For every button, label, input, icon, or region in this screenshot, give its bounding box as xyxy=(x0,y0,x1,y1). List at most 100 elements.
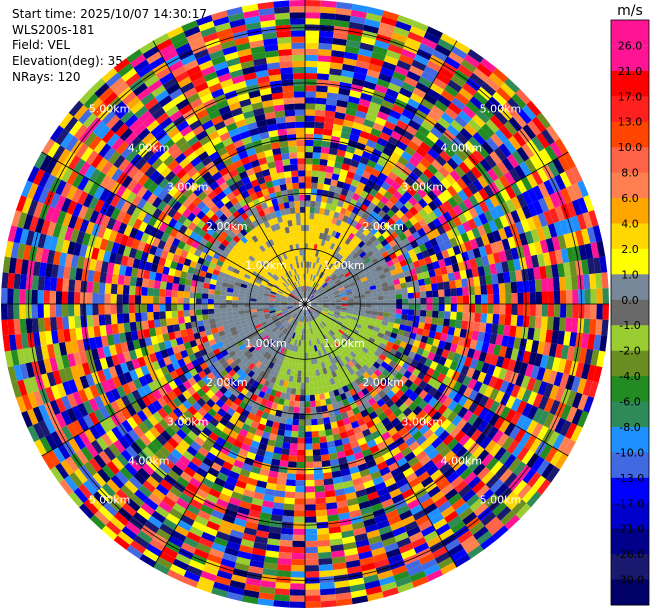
gate-cell xyxy=(408,206,419,216)
gate-cell xyxy=(197,509,211,521)
gate-cell xyxy=(333,224,340,232)
gate-cell xyxy=(446,471,460,484)
gate-cell xyxy=(67,353,76,367)
gate-cell xyxy=(323,305,330,307)
gate-cell xyxy=(337,226,344,234)
gate-cell xyxy=(340,468,351,477)
gate-cell xyxy=(79,350,88,364)
gate-cell xyxy=(283,321,289,327)
gate-cell xyxy=(463,123,477,137)
gate-cell xyxy=(95,157,109,172)
gate-cell xyxy=(459,269,468,280)
gate-cell xyxy=(234,562,250,572)
gate-cell xyxy=(166,235,175,245)
gate-cell xyxy=(349,351,357,359)
gate-cell xyxy=(241,462,253,472)
gate-cell xyxy=(13,226,24,244)
gate-cell xyxy=(440,365,450,376)
gate-cell xyxy=(338,512,351,521)
gate-cell xyxy=(521,205,532,219)
gate-cell xyxy=(310,262,314,269)
gate-cell xyxy=(338,425,347,434)
gate-cell xyxy=(420,335,429,344)
gate-cell xyxy=(471,369,481,381)
gate-cell xyxy=(546,466,560,483)
gate-cell xyxy=(530,228,540,243)
gate-cell xyxy=(320,280,326,286)
gate-cell xyxy=(345,559,361,569)
gate-cell xyxy=(120,395,132,408)
gate-cell xyxy=(396,504,410,516)
gate-cell xyxy=(346,383,354,391)
gate-cell xyxy=(335,280,342,286)
gate-cell xyxy=(291,424,299,432)
gate-cell xyxy=(205,329,213,336)
gate-cell xyxy=(479,436,492,450)
gate-cell xyxy=(524,158,537,174)
gate-cell xyxy=(499,380,510,393)
gate-cell xyxy=(307,273,310,280)
gate-cell xyxy=(246,477,258,487)
gate-cell xyxy=(270,290,277,295)
gate-cell xyxy=(152,389,163,400)
gate-cell xyxy=(319,314,325,320)
gate-cell xyxy=(124,331,133,342)
gate-cell xyxy=(267,532,281,540)
gate-cell xyxy=(439,150,452,163)
gate-cell xyxy=(287,300,294,303)
gate-cell xyxy=(348,415,357,424)
gate-cell xyxy=(499,304,506,315)
gate-cell xyxy=(413,395,424,406)
gate-cell xyxy=(354,237,362,246)
gate-cell xyxy=(309,219,314,226)
gate-cell xyxy=(313,461,323,468)
gate-cell xyxy=(131,182,143,195)
gate-cell xyxy=(514,164,527,180)
gate-cell xyxy=(191,392,202,402)
gate-cell xyxy=(314,115,325,123)
gate-cell xyxy=(146,253,155,264)
gate-cell xyxy=(178,284,185,292)
gate-cell xyxy=(251,292,258,297)
gate-cell xyxy=(55,397,67,413)
gate-cell xyxy=(93,199,105,213)
gate-cell xyxy=(495,262,504,274)
gate-cell xyxy=(368,133,380,143)
gate-cell xyxy=(294,345,299,352)
gate-cell xyxy=(334,111,346,120)
gate-cell xyxy=(277,346,283,353)
gate-cell xyxy=(263,379,271,388)
gate-cell xyxy=(329,306,336,309)
gate-cell xyxy=(481,123,495,138)
gate-cell xyxy=(213,360,222,369)
gate-cell xyxy=(342,269,350,276)
gate-cell xyxy=(69,328,77,342)
gate-cell xyxy=(457,384,468,396)
gate-cell xyxy=(227,450,239,460)
gate-cell xyxy=(331,550,345,558)
gate-cell xyxy=(217,525,232,536)
gate-cell xyxy=(384,477,397,488)
gate-cell xyxy=(31,304,38,319)
gate-cell xyxy=(88,337,97,350)
gate-cell xyxy=(131,358,141,370)
gate-cell xyxy=(557,330,565,345)
gate-cell xyxy=(191,254,200,263)
gate-cell xyxy=(321,328,327,335)
gate-cell xyxy=(577,410,589,428)
gate-cell xyxy=(203,324,211,331)
gate-cell xyxy=(220,487,234,497)
gate-cell xyxy=(142,328,151,339)
gate-cell xyxy=(393,125,406,136)
gate-cell xyxy=(118,436,131,450)
gate-cell xyxy=(380,66,395,77)
gate-cell xyxy=(31,289,38,304)
gate-cell xyxy=(344,486,356,495)
gate-cell xyxy=(451,226,461,238)
gate-cell xyxy=(489,443,502,458)
gate-cell xyxy=(485,323,493,334)
gate-cell xyxy=(357,462,369,472)
gate-cell xyxy=(301,364,305,371)
gate-cell xyxy=(387,82,402,93)
gate-cell xyxy=(305,492,316,499)
